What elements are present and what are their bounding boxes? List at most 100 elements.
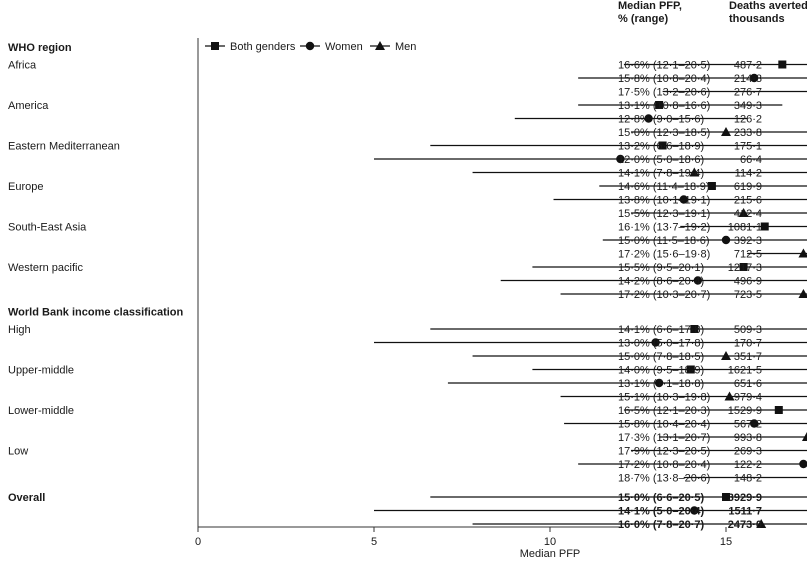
deaths-value: 349·3 [734, 100, 762, 112]
pfp-value: 17·2% (10·3–20·7) [618, 289, 710, 301]
deaths-value: 215·6 [734, 195, 762, 207]
pfp-value: 14·1% (7·8–19·4) [618, 168, 704, 180]
point-circle [651, 338, 660, 347]
deaths-value: 276·7 [734, 87, 762, 99]
deaths-value: 1081·1 [728, 222, 762, 234]
legend-label: Men [395, 41, 416, 53]
point-square [722, 493, 730, 501]
data-row: 14·1% (6·6–17·8) 509·3 [430, 324, 807, 336]
legend: Both genders Women Men [205, 41, 416, 53]
data-row: 15·0% (11·5–18·6) 392·3 [602, 235, 807, 247]
data-row: 13·8% (10·1–19·1) 215·6 [553, 195, 807, 207]
data-row: 13·2% (6·6–18·9) 175·1 [430, 141, 807, 153]
deaths-value: 412·4 [734, 208, 762, 220]
point-square [760, 222, 769, 231]
pfp-value: 17·3% (13·1–20·7) [618, 432, 710, 444]
point-circle [644, 114, 653, 123]
point-triangle [721, 351, 731, 360]
point-circle [690, 506, 699, 515]
pfp-value: 15·5% (12·3–19·1) [618, 208, 710, 220]
point-triangle [756, 519, 767, 528]
data-row: 13·1% (7·1–18·8) 651·6 [447, 378, 807, 390]
pfp-value: 15·0% (11·5–18·6) [618, 235, 710, 247]
deaths-value: 170·7 [734, 338, 762, 350]
point-triangle [798, 248, 807, 258]
pfp-value: 17·9% (12·3–20·5) [618, 446, 710, 458]
data-row: 14·6% (11·4–18·9) 619·9 [599, 181, 807, 193]
point-circle [721, 235, 731, 245]
point-triangle [689, 167, 700, 177]
data-row: 17·2% (15·6–19·8) 712·5 [618, 248, 807, 261]
deaths-value: 1621·5 [728, 365, 762, 377]
header-deaths: Deaths averted, [729, 0, 807, 12]
pfp-value: 15·0% (12·3–18·5) [618, 127, 710, 139]
deaths-value: 979·4 [734, 392, 762, 404]
x-tick-label: 10 [544, 536, 556, 548]
data-row: 17·3% (13·1–20·7) 993·8 [618, 432, 807, 444]
pfp-value: 13·1% (10·8–16·6) [618, 100, 710, 112]
x-tick-label: 0 [195, 536, 201, 548]
pfp-value: 14·2% (8·6–20·4) [618, 276, 704, 288]
point-circle [749, 419, 759, 428]
pfp-value: 14·0% (9·5–18·9) [618, 365, 704, 377]
data-row: 15·5% (12·3–19·1) 412·4 [618, 208, 807, 220]
group-label: Low [8, 446, 28, 458]
point-circle [693, 276, 703, 285]
point-triangle [724, 391, 735, 401]
deaths-value: 392·3 [734, 235, 762, 247]
group-label: Lower-middle [8, 405, 74, 417]
legend-entry-circle: Women [300, 41, 363, 53]
legend-marker-triangle [375, 41, 385, 50]
deaths-value: 567·2 [734, 419, 762, 431]
point-square [739, 263, 748, 271]
deaths-value: 496·9 [734, 276, 762, 288]
section-heading: World Bank income classification [8, 307, 184, 319]
data-row: 15·0% (6·6–20·5) 3929·9 [430, 492, 807, 504]
point-circle [679, 195, 688, 204]
point-circle [654, 378, 664, 388]
data-row: 14·1% (5·0–20·4) 1511·7 [374, 506, 807, 518]
data-row: 14·0% (9·5–18·9) 1621·5 [532, 365, 807, 377]
x-axis-title: Median PFP [520, 548, 581, 560]
point-triangle [798, 289, 807, 298]
point-circle [799, 459, 807, 469]
group-label: High [8, 324, 31, 336]
header-pfp: Median PFP, [618, 0, 682, 12]
point-square [690, 325, 699, 333]
deaths-value: 993·8 [734, 432, 762, 444]
pfp-value: 12·8% (9·0–15·6) [618, 114, 704, 126]
legend-marker-square [211, 42, 219, 50]
data-row: 15·8% (10·4–20·4) 567·2 [564, 419, 807, 431]
deaths-value: 2473·0 [728, 519, 762, 531]
deaths-value: 148·2 [734, 473, 762, 485]
point-triangle [738, 208, 749, 217]
point-square [774, 406, 783, 414]
pfp-value: 15·8% (10·4–20·4) [618, 419, 710, 431]
point-square [686, 365, 695, 374]
data-row: 15·1% (10·3–19·8) 979·4 [560, 391, 807, 404]
deaths-value: 509·3 [734, 324, 762, 336]
pfp-value: 15·0% (7·8–18·5) [618, 351, 704, 363]
group-label: Overall [8, 492, 45, 504]
column-headers: Median PFP,% (range) Deaths averted,thous… [618, 0, 807, 25]
pfp-value: 15·8% (10·8–20·4) [618, 73, 710, 85]
group-label: Africa [8, 60, 37, 72]
deaths-value: 122·2 [734, 459, 762, 471]
data-row: 14·1% (7·8–19·4) 114·2 [472, 167, 807, 180]
data-row: 17·5% (13·2–20·6) 276·7 [618, 87, 807, 99]
data-row: 17·2% (10·8–20·4) 122·2 [578, 459, 807, 471]
deaths-value: 712·5 [734, 249, 762, 261]
x-tick-label: 15 [720, 536, 732, 548]
group-label: Western pacific [8, 262, 83, 274]
pfp-value: 17·5% (13·2–20·6) [618, 87, 710, 99]
data-row: 17·2% (10·3–20·7) 723·5 [560, 289, 807, 301]
group-label: South-East Asia [8, 222, 87, 234]
point-square [778, 60, 787, 69]
data-row: 12·8% (9·0–15·6) 126·2 [514, 114, 762, 126]
pfp-value: 13·8% (10·1–19·1) [618, 195, 710, 207]
pfp-value: 17·2% (15·6–19·8) [618, 249, 710, 261]
pfp-value: 18·7% (13·8–20·6) [618, 473, 710, 485]
plot-frame [197, 38, 620, 528]
deaths-value: 126·2 [734, 114, 762, 126]
